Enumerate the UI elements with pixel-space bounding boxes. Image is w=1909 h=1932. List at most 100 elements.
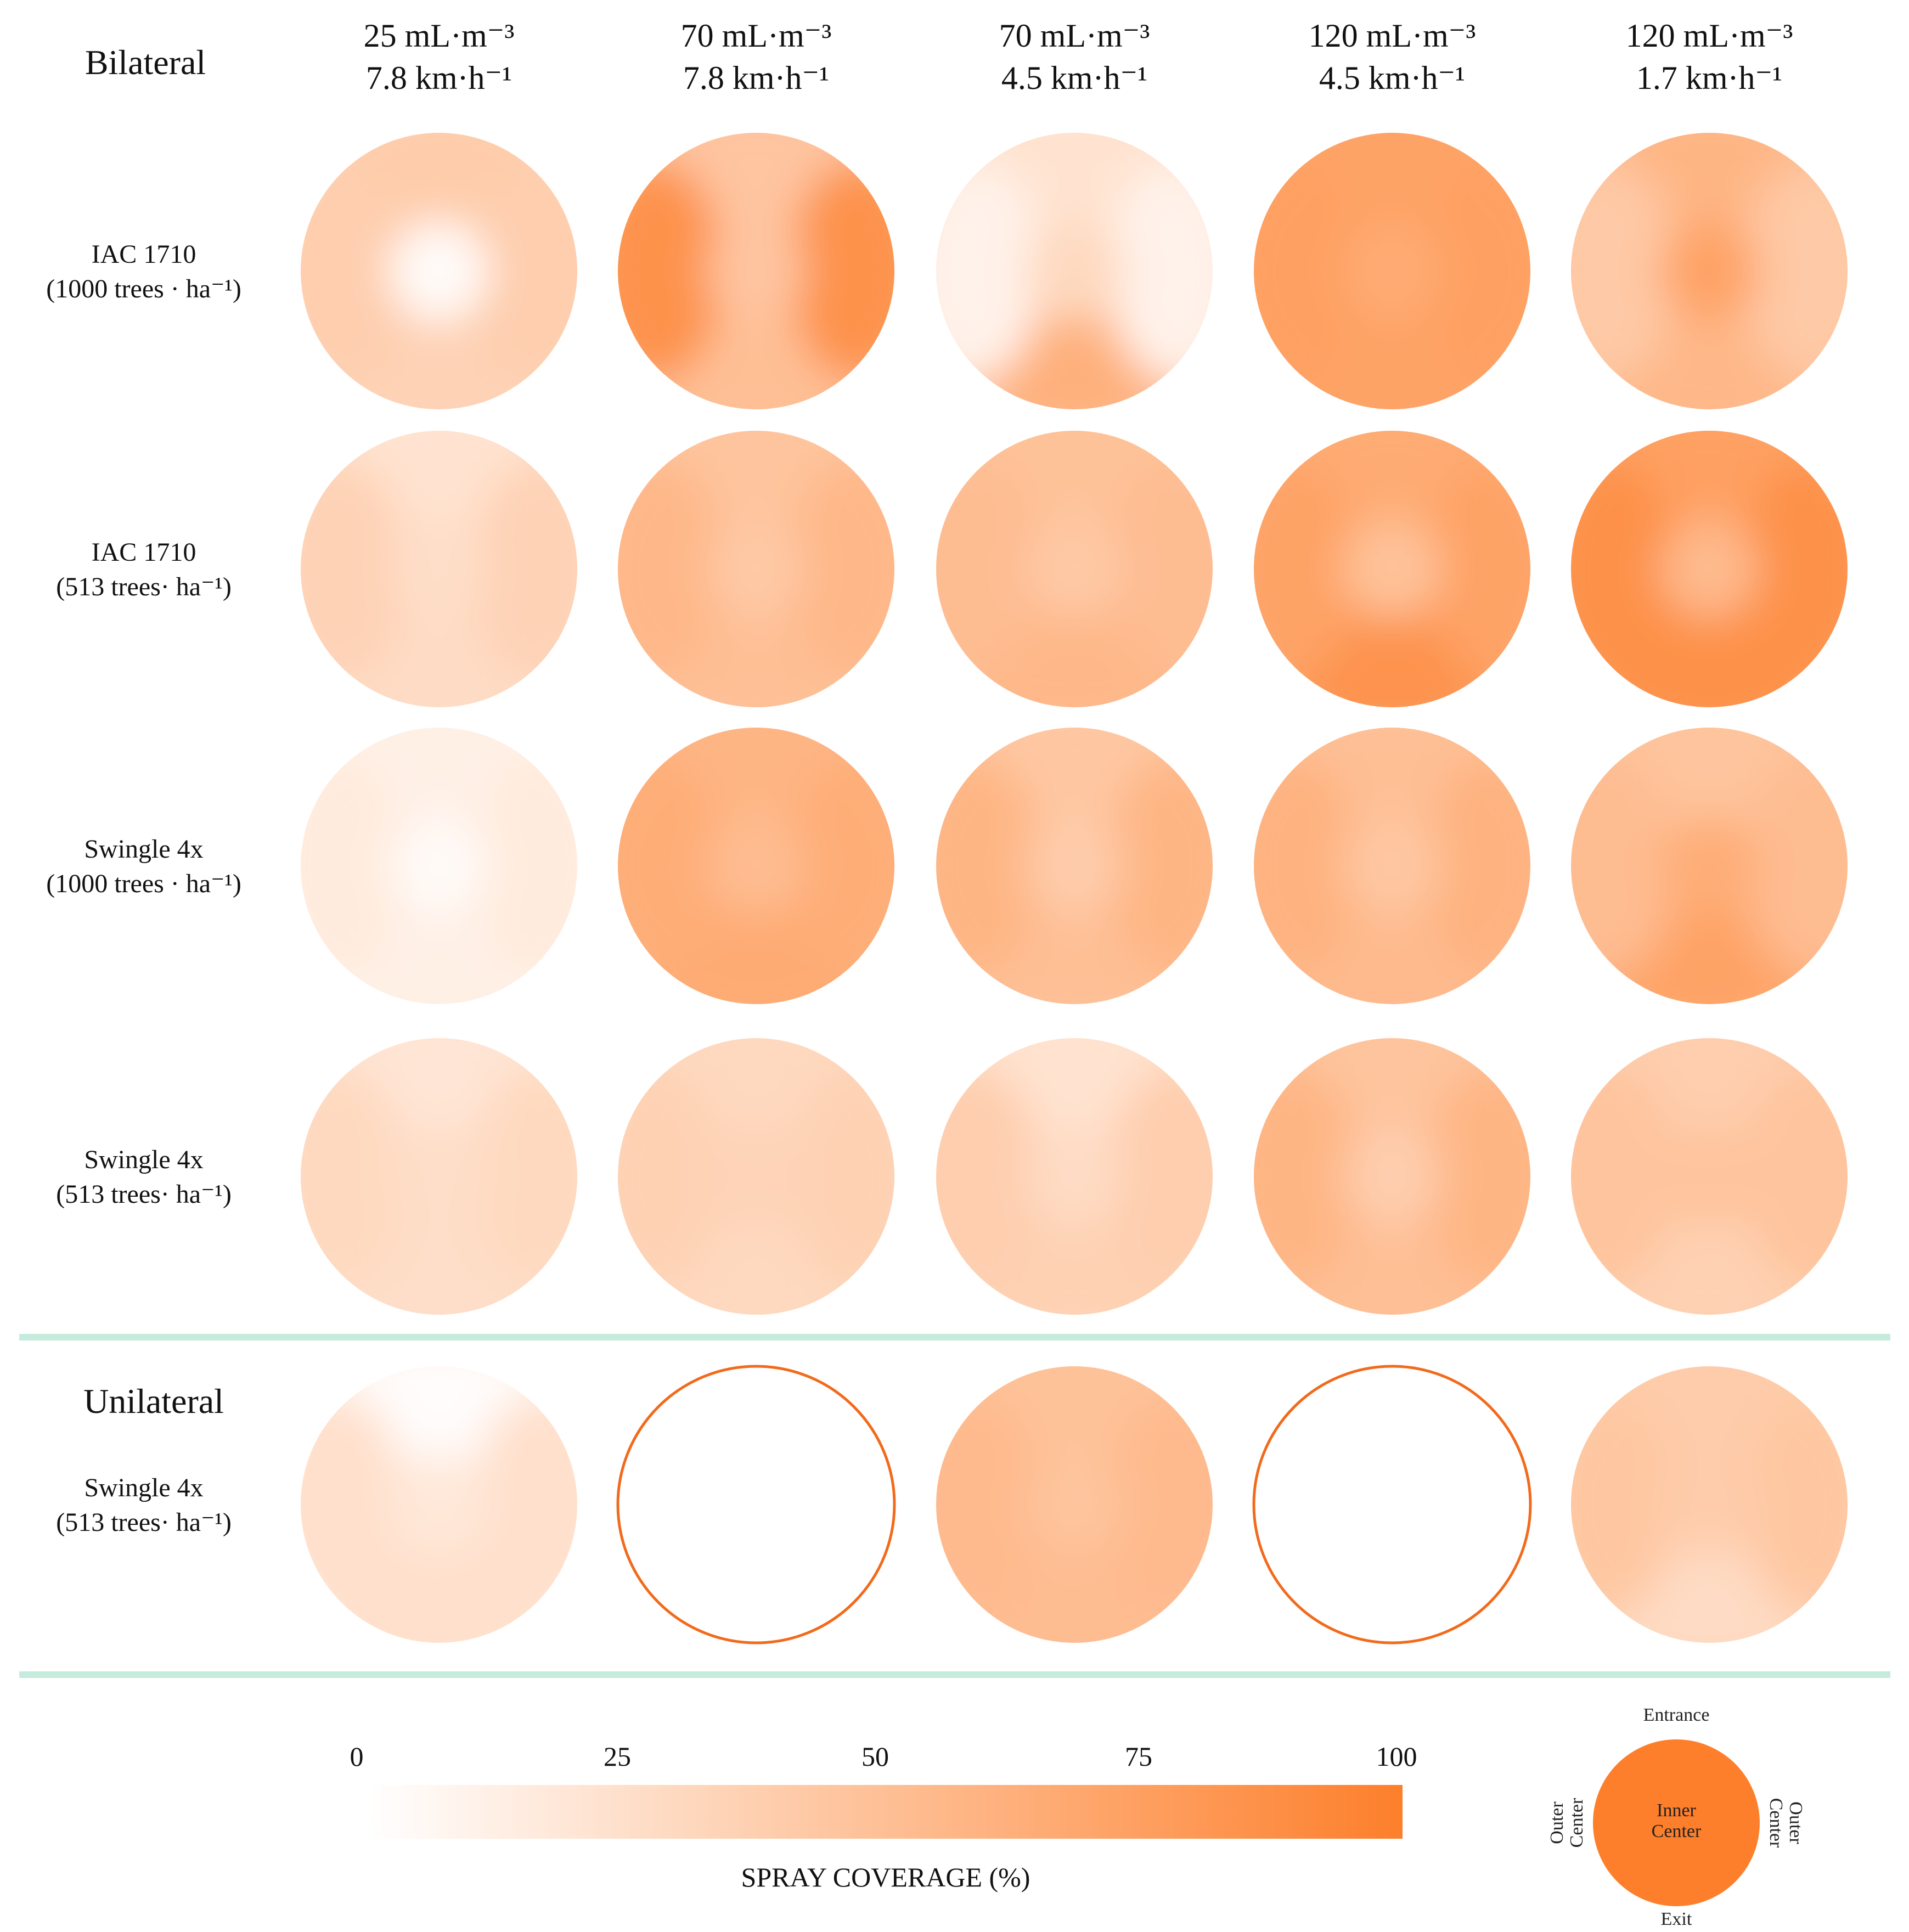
cell-region-center [1659,816,1759,916]
coverage-cell [1254,728,1530,1004]
coverage-cell [1571,1366,1848,1643]
coverage-cell [301,431,577,707]
coverage-cell [1571,1038,1848,1315]
cell-region-left [618,755,723,977]
key-circle [1593,1739,1760,1906]
cell-region-right [1425,1066,1530,1287]
colorbar-tick: 100 [1376,1741,1417,1772]
row-label-density: (1000 trees · ha⁻¹) [46,869,241,898]
column-header-rate: 25 mL·m⁻³ [364,18,515,54]
coverage-cell [936,133,1213,409]
cell-region-center [706,519,806,619]
row-label-variety: Swingle 4x [84,1145,203,1174]
column-header-speed: 4.5 km·h⁻¹ [1001,60,1147,96]
coverage-cell [1254,133,1530,409]
row-label-density: (513 trees· ha⁻¹) [56,572,232,601]
cell-region-left [936,1066,1041,1287]
cell-region-center [389,221,489,321]
column-header-speed: 7.8 km·h⁻¹ [366,60,512,96]
cell-region-center [1024,1455,1124,1554]
cell-region-center [1342,816,1442,916]
column-header-speed: 7.8 km·h⁻¹ [683,60,829,96]
cell-region-right [1107,1394,1213,1615]
cell-region-center [1342,1126,1442,1226]
cell-region-right [1425,160,1530,382]
cell-region-center [706,816,806,916]
key-outer-center-right-word: Outer [1786,1801,1806,1844]
coverage-cell [936,431,1213,707]
colorbar: 0 25 50 75 100 SPRAY COVERAGE (%) [350,1741,1417,1892]
coverage-cell [1254,431,1530,707]
row-label-density: (513 trees· ha⁻¹) [56,1508,232,1537]
cell-region-center [1659,1126,1759,1226]
coverage-cell [1254,1038,1530,1315]
cell-region-center [1024,519,1124,619]
column-header-speed: 1.7 km·h⁻¹ [1636,60,1782,96]
coverage-cell [618,728,894,1004]
column-header-rate: 70 mL·m⁻³ [999,18,1150,54]
cell-region-right [1425,755,1530,977]
column-header-rate: 120 mL·m⁻³ [1626,18,1793,54]
coverage-cell [616,1365,896,1644]
cell-region-center [1024,816,1124,916]
cell-region-left [301,160,406,382]
cell-region-left [618,1066,723,1287]
cell-region-left [1571,160,1676,382]
row-label-variety: Swingle 4x [84,1473,203,1502]
section-divider-bottom [19,1671,1890,1678]
cell-region-left [936,160,1041,382]
cell-region-center [1659,519,1759,619]
cell-region-left [936,458,1041,680]
key-inner-center-word: Center [1652,1821,1702,1841]
coverage-cell [301,133,577,409]
cell-region-left [936,1394,1041,1615]
cell-region-center [706,1126,806,1226]
coverage-cell [1571,133,1848,409]
colorbar-tick: 75 [1125,1741,1152,1772]
cell-region-left [301,755,406,977]
key-outer-center-right-word: Center [1766,1798,1786,1848]
cell-region-left [1571,458,1676,680]
cell-region-center [1659,221,1759,321]
cell-region-left [1254,160,1359,382]
cell-region-right [1107,755,1213,977]
cell-region-right [789,1066,894,1287]
coverage-cell [936,728,1213,1004]
cell-region-right [789,160,894,382]
coverage-cell [936,1366,1213,1643]
cell-region-right [1742,458,1848,680]
cell-region-right [789,755,894,977]
row-labels: IAC 1710 (1000 trees · ha⁻¹) IAC 1710 (513 … [46,240,241,1537]
cell-region-right [472,1394,577,1615]
cell-region-center [389,519,489,619]
cell-region-right [472,458,577,680]
row-label-density: (1000 trees · ha⁻¹) [46,274,241,303]
column-header-rate: 70 mL·m⁻³ [681,18,832,54]
coverage-cell [936,1038,1213,1315]
cell-region-left [1571,1066,1676,1287]
cell-region-left [936,755,1041,977]
empty-cell-outline [616,1365,896,1644]
section-divider-top [19,1334,1890,1340]
cell-region-center [1024,1126,1124,1226]
column-header-speed: 4.5 km·h⁻¹ [1319,60,1465,96]
key-label-entrance: Entrance [1643,1705,1710,1725]
cell-region-center [1659,1455,1759,1554]
key-outer-center-left-word: Outer [1547,1801,1567,1844]
cell-region-right [1425,458,1530,680]
coverage-cell [618,431,894,707]
cell-region-right [472,1066,577,1287]
column-headers: 25 mL·m⁻³ 7.8 km·h⁻¹ 70 mL·m⁻³ 7.8 km·h⁻¹ 70… [364,18,1793,96]
row-label-density: (513 trees· ha⁻¹) [56,1180,232,1209]
colorbar-tick: 0 [350,1741,364,1772]
cell-region-right [1742,755,1848,977]
cell-region-right [1107,458,1213,680]
cell-region-center [389,1455,489,1554]
cell-region-center [1342,519,1442,619]
cell-region-right [1107,160,1213,382]
row-label-variety: IAC 1710 [92,538,196,567]
cell-region-left [618,458,723,680]
cell-region-right [1742,1066,1848,1287]
